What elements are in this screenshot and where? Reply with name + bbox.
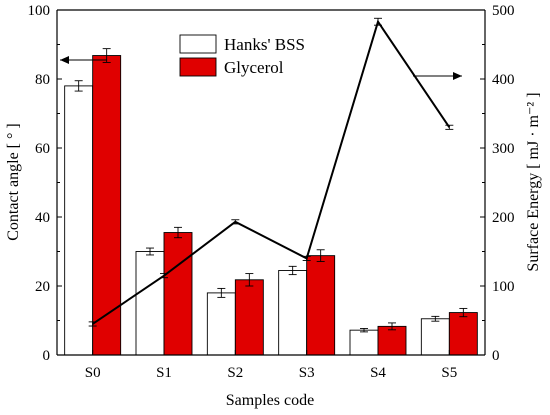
line-point-error-bar (445, 124, 454, 130)
right-tick-label: 500 (492, 3, 515, 19)
bar-error-bar (360, 327, 368, 333)
bar-error-bar (288, 265, 297, 276)
left-tick-label: 0 (43, 348, 51, 364)
left-axis-arrow (60, 56, 107, 64)
bar-error-bar (146, 247, 154, 256)
right-axis-arrow (413, 72, 462, 80)
left-tick-label: 80 (35, 72, 50, 88)
bar-hanks-bss-s1 (135, 251, 165, 356)
bar-error-bar (459, 307, 468, 318)
plot-layer (60, 17, 478, 356)
legend-label-glycerol: Glycerol (224, 58, 284, 77)
left-tick-label: 60 (35, 141, 50, 157)
legend-swatch-hanks-bss (179, 34, 217, 54)
x-tick-label-s4: S4 (370, 365, 386, 381)
bar-hanks-bss-s5 (420, 318, 450, 356)
right-tick-label: 100 (492, 279, 515, 295)
x-tick-label-s1: S1 (156, 365, 172, 381)
arrow-head (60, 56, 69, 64)
left-tick-label: 40 (35, 210, 50, 226)
bar-hanks-bss-s3 (278, 270, 308, 356)
left-tick-label: 20 (35, 279, 50, 295)
bar-error-bar (217, 287, 226, 298)
left-tick-label: 100 (28, 3, 51, 19)
left-axis-title: Contact angle [ ° ] (5, 123, 22, 240)
line-point-error-bar (231, 219, 240, 225)
x-tick-label-s0: S0 (85, 365, 101, 381)
bar-glycerol-s0 (92, 55, 122, 356)
line-point-error-bar (302, 255, 311, 261)
bar-glycerol-s5 (448, 312, 478, 356)
bar-hanks-bss-s2 (206, 292, 236, 356)
right-tick-label: 300 (492, 141, 515, 157)
bar-glycerol-s3 (306, 255, 336, 356)
bar-glycerol-s1 (163, 232, 193, 356)
bar-glycerol-s4 (377, 325, 407, 356)
line-point-error-bar (160, 273, 168, 279)
legend-label-hanks-bss: Hanks' BSS (224, 35, 305, 54)
x-tick-label-s5: S5 (441, 365, 457, 381)
line-point-error-bar (88, 321, 97, 327)
bar-error-bar (388, 322, 396, 331)
right-tick-label: 200 (492, 210, 515, 226)
x-tick-label-s3: S3 (299, 365, 315, 381)
arrow-head (453, 72, 462, 80)
right-tick-label: 400 (492, 72, 515, 88)
ticks-layer: 0 20 40 60 80 100 0 100 200 300 400 500 S0 S1 S2 S3 S4 S5 (28, 3, 515, 381)
right-tick-label: 0 (492, 348, 500, 364)
bar-hanks-bss-s0 (64, 85, 94, 356)
bar-hanks-bss-s4 (349, 329, 379, 356)
bar-error-bar (316, 249, 325, 262)
x-tick-label-s2: S2 (227, 365, 243, 381)
bar-error-bar (431, 315, 440, 322)
bar-error-bar (74, 80, 83, 92)
x-axis-title: Samples code (226, 392, 314, 409)
bar-error-bar (245, 273, 254, 287)
bar-glycerol-s2 (234, 279, 264, 356)
bar-error-bar (174, 226, 182, 239)
legend-swatch-glycerol (179, 57, 217, 77)
right-axis-title: Surface Energy [ mJ · m⁻² ] (525, 92, 542, 271)
line-point-error-bar (374, 17, 382, 26)
legend: Hanks' BSS Glycerol (179, 34, 305, 77)
surface-energy-line (92, 19, 451, 325)
